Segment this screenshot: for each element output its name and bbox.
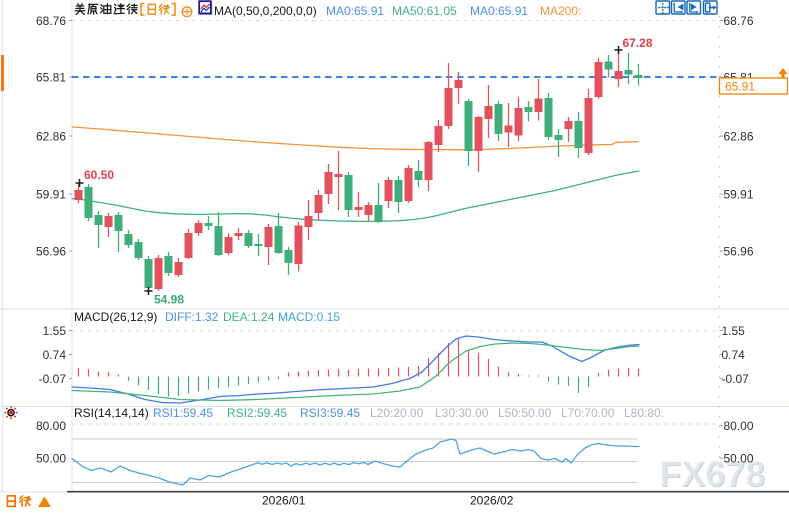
svg-text:54.98: 54.98 (154, 293, 184, 307)
svg-text:L70:70.00: L70:70.00 (561, 406, 615, 420)
svg-text:1.55: 1.55 (722, 324, 746, 338)
svg-text:59.91: 59.91 (724, 187, 754, 201)
svg-text:0.74: 0.74 (722, 348, 746, 362)
svg-text:59.91: 59.91 (36, 187, 66, 201)
svg-text:-0.07: -0.07 (722, 372, 750, 386)
svg-text:RSI3:59.45: RSI3:59.45 (300, 406, 360, 420)
svg-text:65.91: 65.91 (725, 80, 755, 94)
svg-text:50.00: 50.00 (36, 451, 66, 465)
svg-text:68.76: 68.76 (724, 14, 754, 28)
svg-text:L50:50.00: L50:50.00 (498, 406, 552, 420)
svg-text:RSI1:59.45: RSI1:59.45 (153, 406, 213, 420)
svg-text:1.55: 1.55 (43, 324, 67, 338)
svg-text:2026/01: 2026/01 (262, 494, 306, 508)
svg-text:MA50:61.05: MA50:61.05 (392, 4, 457, 18)
svg-text:2026/02: 2026/02 (470, 494, 514, 508)
svg-text:60.50: 60.50 (84, 168, 114, 182)
svg-text:-0.07: -0.07 (39, 372, 67, 386)
svg-text:68.76: 68.76 (36, 14, 66, 28)
svg-text:L80:80.: L80:80. (624, 406, 664, 420)
svg-text:56.96: 56.96 (724, 244, 754, 258)
svg-text:MA0:65.91: MA0:65.91 (470, 4, 528, 18)
svg-text:L30:30.00: L30:30.00 (435, 406, 489, 420)
svg-text:56.96: 56.96 (36, 244, 66, 258)
svg-text:DIFF:1.32: DIFF:1.32 (165, 310, 219, 324)
svg-text:62.86: 62.86 (724, 129, 754, 143)
svg-text:MA(0,50,0,200,0,0): MA(0,50,0,200,0,0) (214, 4, 317, 18)
svg-text:L20:20.00: L20:20.00 (370, 406, 424, 420)
svg-text:MACD(26,12,9): MACD(26,12,9) (74, 310, 157, 324)
svg-text:62.86: 62.86 (36, 129, 66, 143)
svg-text:MA200:: MA200: (540, 4, 581, 18)
svg-text:80.00: 80.00 (36, 419, 66, 433)
svg-text:RSI2:59.45: RSI2:59.45 (227, 406, 287, 420)
svg-text:MACD:0.15: MACD:0.15 (278, 310, 340, 324)
svg-text:67.28: 67.28 (623, 36, 653, 50)
svg-text:MA0:65.91: MA0:65.91 (326, 4, 384, 18)
svg-text:RSI(14,14,14): RSI(14,14,14) (74, 406, 149, 420)
svg-text:80.00: 80.00 (724, 419, 754, 433)
svg-text:0.74: 0.74 (43, 348, 67, 362)
svg-text:65.81: 65.81 (36, 70, 66, 84)
svg-text:50.00: 50.00 (724, 451, 754, 465)
svg-text:DEA:1.24: DEA:1.24 (223, 310, 275, 324)
